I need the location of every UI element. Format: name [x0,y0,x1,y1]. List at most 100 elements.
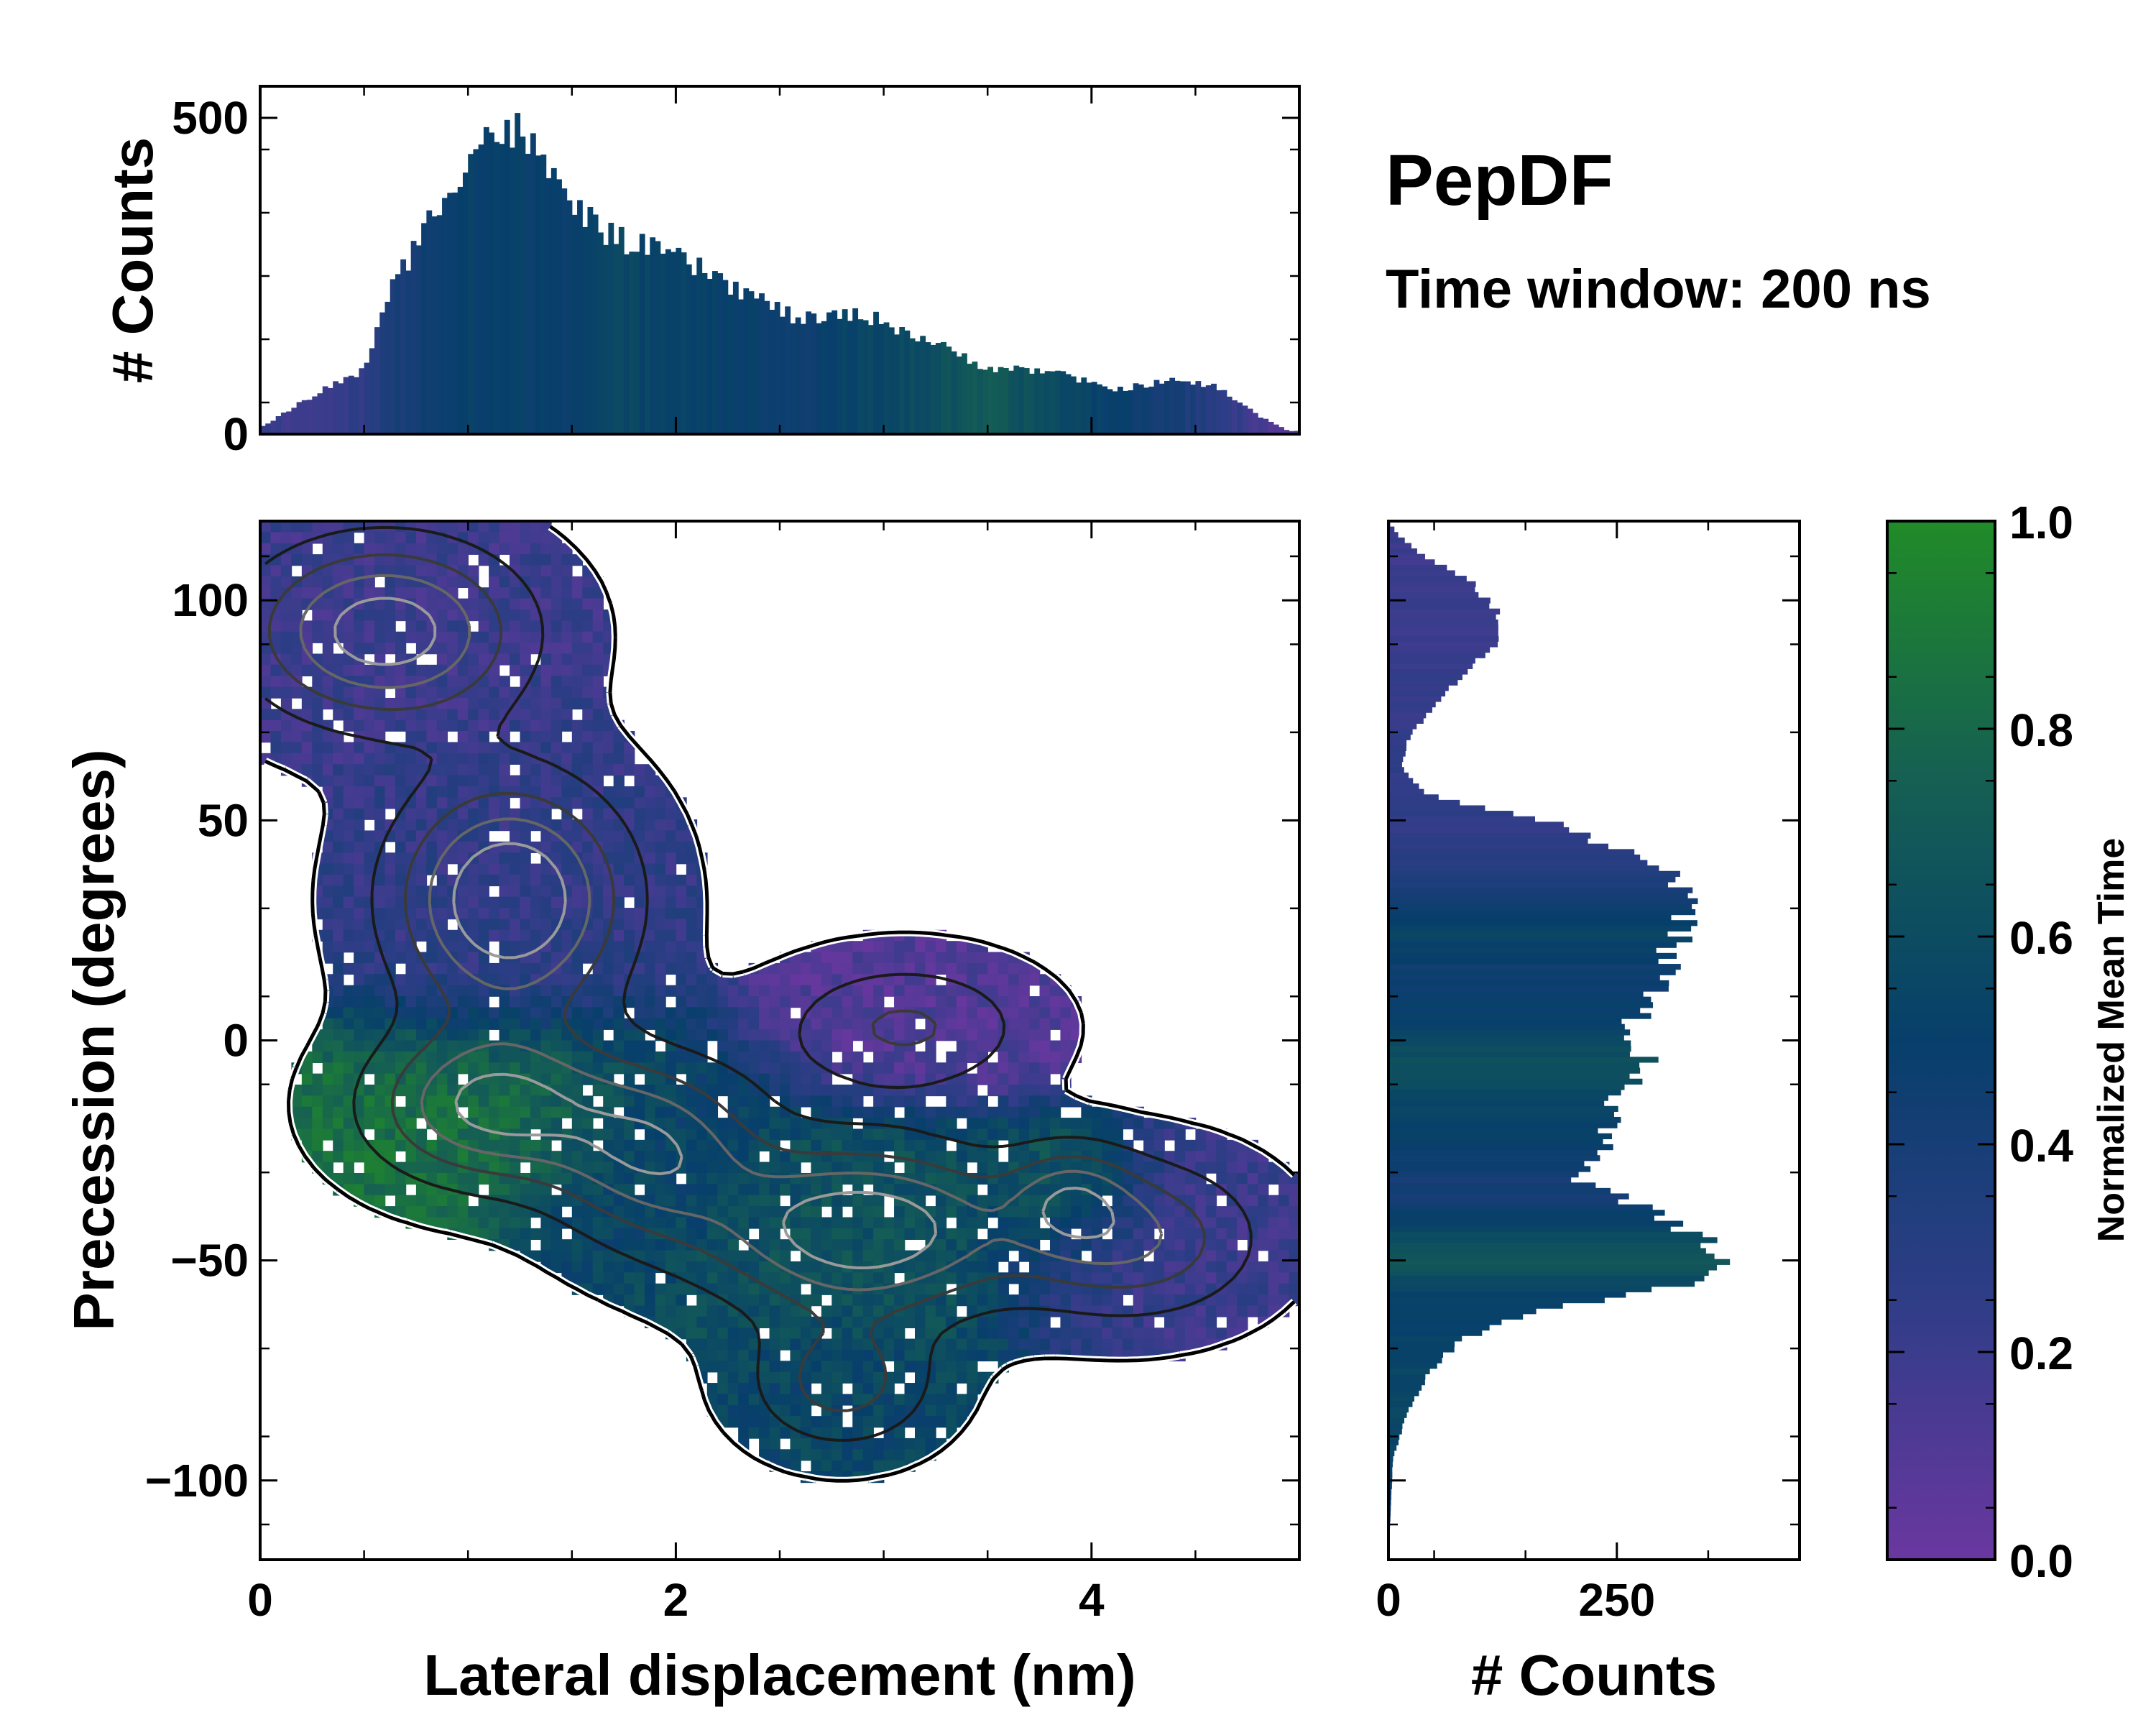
heatmap-cell [1029,1206,1041,1218]
histogram-bar [1388,1483,1392,1489]
heatmap-cell [561,1051,573,1064]
heatmap-cell [550,1228,563,1240]
heatmap-cell [634,985,645,997]
heatmap-cell [354,797,365,809]
heatmap-cell [613,1172,625,1185]
histogram-bar [301,400,308,434]
heatmap-cell [1289,1206,1299,1218]
heatmap-cell [478,1095,489,1108]
heatmap-cell [842,1338,854,1351]
heatmap-cell [811,1460,822,1472]
heatmap-cell [260,576,272,589]
heatmap-cell [769,962,780,975]
heatmap-cell [1143,1316,1155,1328]
heatmap-cell [634,996,645,1008]
heatmap-cell [395,1206,407,1218]
heatmap-cell [613,1195,625,1207]
heatmap-cell [405,587,417,599]
heatmap-cell [550,643,563,655]
heatmap-cell [1102,1250,1113,1262]
heatmap-cell [561,919,573,931]
heatmap-cell [384,697,396,710]
heatmap-cell [550,819,563,832]
heatmap-cell [592,609,604,622]
heatmap-cell [478,620,489,632]
heatmap-cell [520,1062,531,1075]
histogram-bar [1388,1067,1641,1074]
heatmap-cell [520,974,531,986]
heatmap-cell [1164,1217,1176,1229]
heatmap-cell [914,962,926,975]
heatmap-cell [1153,1338,1165,1351]
histogram-bar [1388,860,1648,866]
heatmap-cell [415,709,428,721]
heatmap-cell [1039,1283,1051,1295]
heatmap-cell [603,985,614,997]
heatmap-cell [1164,1328,1176,1340]
heatmap-cell [904,1228,916,1240]
heatmap-cell [499,808,510,820]
histogram-bar [1252,413,1258,434]
histogram-bar [1273,424,1279,434]
heatmap-cell [1184,1305,1197,1317]
heatmap-cell [436,686,448,699]
heatmap-cell [415,1018,428,1030]
heatmap-cell [862,1139,874,1152]
heatmap-cell [333,874,344,887]
heatmap-cell [343,532,354,544]
histogram-bar [1388,543,1411,549]
heatmap-cell [499,532,510,544]
heatmap-cell [655,896,666,908]
heatmap-cell [842,1460,854,1472]
heatmap-cell [426,1084,438,1097]
heatmap-cell [645,1139,656,1152]
heatmap-cell [333,1172,344,1185]
histogram-bar [800,323,806,434]
heatmap-cell [436,874,448,887]
heatmap-cell [354,686,365,699]
heatmap-cell [676,1283,687,1295]
heatmap-cell [1049,1040,1061,1052]
heatmap-cell [894,1316,906,1328]
heatmap-cell [260,664,272,677]
heatmap-cell [395,908,407,920]
histogram-bar [1388,696,1442,702]
heatmap-cell [322,1040,334,1052]
heatmap-cell [489,1062,500,1075]
heatmap-cell [655,996,666,1008]
heatmap-cell [759,1217,770,1229]
heatmap-cell [499,775,510,787]
heatmap-cell [665,1118,677,1130]
heatmap-cell [374,1195,386,1207]
heatmap-cell [634,1283,645,1295]
heatmap-cell [374,620,386,632]
heatmap-cell [894,1261,906,1274]
heatmap-cell [520,731,531,743]
heatmap-cell [883,985,895,997]
heatmap-cell [790,1018,801,1030]
heatmap-cell [415,587,428,599]
right-histogram-bars [1388,521,1731,1560]
heatmap-cell [1070,1283,1082,1295]
heatmap-cell [489,620,500,632]
heatmap-cell [645,952,656,964]
heatmap-cell [624,808,635,820]
heatmap-cell [571,742,584,754]
heatmap-cell [800,1316,812,1328]
heatmap-cell [540,830,552,842]
heatmap-cell [478,1139,489,1152]
heatmap-cell [977,1029,988,1041]
heatmap-cell [1247,1195,1258,1207]
heatmap-cell [374,709,386,721]
heatmap-cell [634,1151,645,1163]
heatmap-cell [478,896,489,908]
heatmap-cell [676,919,687,931]
heatmap-cell [489,775,500,787]
heatmap-cell [624,1272,635,1284]
heatmap-cell [862,1316,874,1328]
histogram-bar [1388,597,1491,604]
heatmap-cell [354,874,365,887]
heatmap-cell [415,974,428,986]
heatmap-cell [624,941,635,953]
heatmap-cell [800,1328,812,1340]
